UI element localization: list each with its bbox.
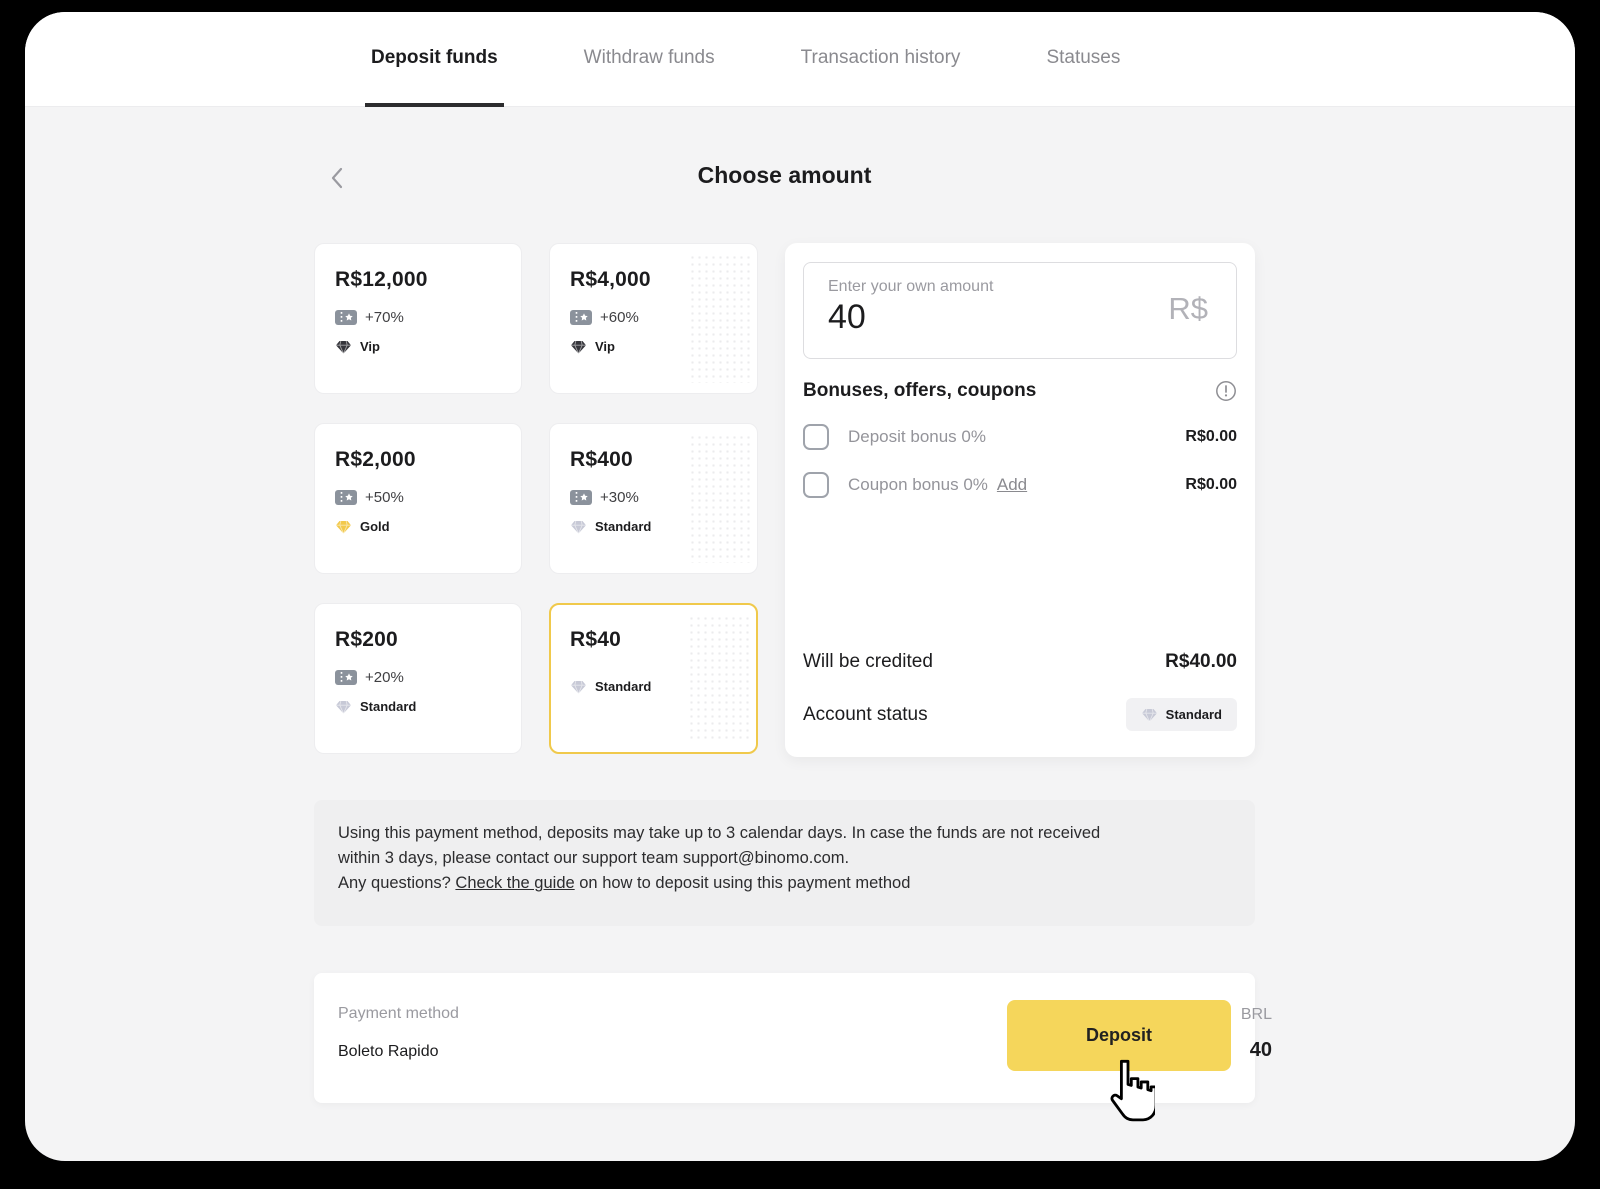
gold-diamond-icon bbox=[335, 520, 352, 534]
tab-withdraw-funds[interactable]: Withdraw funds bbox=[583, 46, 715, 68]
own-amount-input[interactable] bbox=[828, 298, 1128, 337]
standard-diamond-icon bbox=[570, 680, 587, 694]
deposit-bonus-row: Deposit bonus 0% R$0.00 bbox=[803, 424, 1237, 450]
currency-suffix: R$ bbox=[1168, 291, 1208, 326]
card-status-label: Standard bbox=[595, 679, 652, 694]
payment-info-text: Using this payment method, deposits may … bbox=[314, 800, 1255, 926]
card-amount: R$2,000 bbox=[335, 448, 416, 471]
info-line-3-suffix: on how to deposit using this payment met… bbox=[574, 874, 911, 892]
tab-deposit-funds[interactable]: Deposit funds bbox=[365, 12, 504, 107]
card-amount: R$400 bbox=[570, 448, 633, 471]
currency-amount: 40 bbox=[1249, 1039, 1272, 1061]
standard-diamond-icon bbox=[1141, 708, 1158, 722]
deposit-window: Deposit funds Withdraw funds Transaction… bbox=[25, 12, 1575, 1161]
amount-card-12000[interactable]: R$12,000 +70% Vip bbox=[314, 243, 522, 394]
amount-panel: Enter your own amount R$ Bonuses, offers… bbox=[785, 243, 1255, 757]
coupon-bonus-label: Coupon bonus 0% bbox=[848, 475, 988, 494]
deposit-bonus-checkbox[interactable] bbox=[803, 424, 829, 450]
standard-diamond-icon bbox=[335, 700, 352, 714]
card-amount: R$40 bbox=[570, 628, 622, 651]
card-bonus-percent: +50% bbox=[365, 489, 404, 506]
bonus-ticket-icon bbox=[570, 490, 592, 505]
amount-card-200[interactable]: R$200 +20% Standard bbox=[314, 603, 522, 754]
amount-cards-grid: R$12,000 +70% Vip R$4,000 +60% Vip R$2,0… bbox=[314, 243, 758, 754]
account-status-label: Account status bbox=[803, 703, 928, 725]
own-amount-label: Enter your own amount bbox=[828, 278, 994, 295]
will-be-credited-row: Will be credited R$40.00 bbox=[803, 651, 1237, 673]
bonus-ticket-icon bbox=[570, 310, 592, 325]
card-status-label: Gold bbox=[360, 519, 390, 534]
deposit-bonus-label: Deposit bonus 0% bbox=[848, 427, 986, 446]
bonuses-title: Bonuses, offers, coupons bbox=[803, 380, 1037, 401]
bonus-ticket-icon bbox=[335, 670, 357, 685]
tab-statuses[interactable]: Statuses bbox=[1046, 46, 1121, 68]
card-bonus-percent: +30% bbox=[600, 489, 639, 506]
currency-code: BRL bbox=[1240, 1006, 1272, 1023]
card-status-label: Vip bbox=[360, 339, 380, 354]
credited-amount: R$40.00 bbox=[1165, 651, 1237, 672]
check-the-guide-link[interactable]: Check the guide bbox=[455, 874, 575, 892]
tab-transaction-history[interactable]: Transaction history bbox=[800, 46, 961, 68]
footer-bar: Payment method Boleto Rapido BRL 40 Depo… bbox=[314, 973, 1272, 1103]
info-line-2: within 3 days, please contact our suppor… bbox=[338, 849, 850, 867]
payment-method-label: Payment method bbox=[338, 1005, 459, 1022]
info-icon[interactable] bbox=[1215, 380, 1237, 402]
coupon-bonus-amount: R$0.00 bbox=[1185, 476, 1237, 493]
deposit-bonus-amount: R$0.00 bbox=[1185, 428, 1237, 445]
tab-bar: Deposit funds Withdraw funds Transaction… bbox=[25, 12, 1575, 107]
amount-card-4000[interactable]: R$4,000 +60% Vip bbox=[549, 243, 758, 394]
amount-card-40-selected[interactable]: R$40 Standard bbox=[549, 603, 758, 754]
standard-diamond-icon bbox=[570, 520, 587, 534]
coupon-bonus-row: Coupon bonus 0% Add R$0.00 bbox=[803, 472, 1237, 498]
card-amount: R$12,000 bbox=[335, 268, 428, 291]
back-button[interactable] bbox=[320, 160, 356, 196]
account-status-row: Account status Standard bbox=[803, 698, 1237, 731]
bonus-ticket-icon bbox=[335, 310, 357, 325]
account-status-value: Standard bbox=[1165, 707, 1222, 722]
amount-card-400[interactable]: R$400 +30% Standard bbox=[549, 423, 758, 574]
card-bonus-percent: +60% bbox=[600, 309, 639, 326]
chevron-left-icon bbox=[331, 167, 343, 189]
own-amount-field[interactable]: Enter your own amount R$ bbox=[803, 262, 1237, 359]
card-amount: R$200 bbox=[335, 628, 398, 651]
vip-diamond-icon bbox=[335, 340, 352, 354]
card-bonus-percent: +20% bbox=[365, 669, 404, 686]
card-amount: R$4,000 bbox=[570, 268, 651, 291]
bonus-ticket-icon bbox=[335, 490, 357, 505]
card-status-label: Standard bbox=[595, 519, 652, 534]
coupon-bonus-checkbox[interactable] bbox=[803, 472, 829, 498]
card-status-label: Vip bbox=[595, 339, 615, 354]
card-status-label: Standard bbox=[360, 699, 417, 714]
credited-label: Will be credited bbox=[803, 651, 933, 672]
info-line-3-prefix: Any questions? bbox=[338, 874, 456, 892]
page-title: Choose amount bbox=[697, 162, 872, 188]
deposit-button[interactable]: Deposit bbox=[1007, 1000, 1231, 1071]
info-line-1: Using this payment method, deposits may … bbox=[338, 824, 1101, 842]
payment-method-value: Boleto Rapido bbox=[338, 1043, 439, 1060]
coupon-add-link[interactable]: Add bbox=[996, 475, 1028, 494]
card-bonus-percent: +70% bbox=[365, 309, 404, 326]
account-status-badge: Standard bbox=[1125, 698, 1237, 731]
vip-diamond-icon bbox=[570, 340, 587, 354]
amount-card-2000[interactable]: R$2,000 +50% Gold bbox=[314, 423, 522, 574]
